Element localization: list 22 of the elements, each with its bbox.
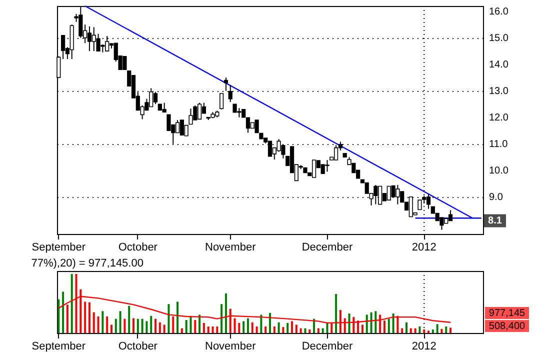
x-tick-label: November xyxy=(204,242,256,254)
y-tick-label: 10.0 xyxy=(489,165,509,176)
x-tick-label: 2012 xyxy=(412,242,436,254)
text: 508,400 xyxy=(488,321,526,332)
y-tick-label: 9.0 xyxy=(489,192,504,203)
chart-title: 77%),20) = 977,145.00 xyxy=(31,258,144,270)
x-tick-label: September xyxy=(32,242,86,254)
text: 977,145 xyxy=(488,308,526,319)
x-tick-label: 2012 xyxy=(412,340,436,352)
x-tick-label: December xyxy=(302,242,353,254)
x-tick-label: December xyxy=(302,340,353,352)
y-tick-label: 11.0 xyxy=(489,138,508,150)
x-tick-label: November xyxy=(204,340,256,352)
x-tick-label: October xyxy=(118,242,158,254)
text: 8.1 xyxy=(488,216,502,227)
y-tick-label: 13.0 xyxy=(489,86,509,97)
x-tick-label: October xyxy=(118,340,158,352)
x-tick-label: September xyxy=(32,340,86,352)
y-tick-label: 14.0 xyxy=(489,59,509,70)
y-tick-label: 15.0 xyxy=(489,32,509,44)
y-tick-label: 12.0 xyxy=(489,112,509,124)
y-tick-label: 16.0 xyxy=(489,6,509,18)
